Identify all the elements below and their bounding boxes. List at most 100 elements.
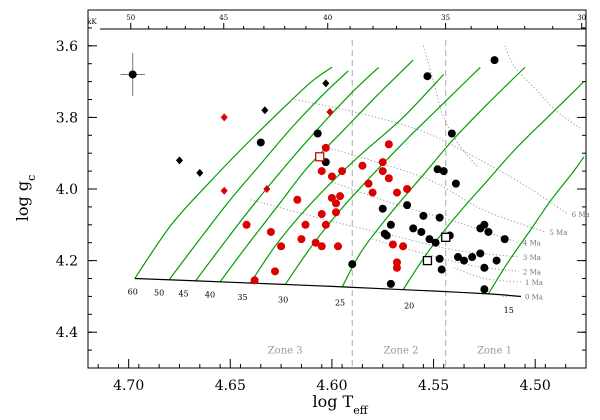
top-axis-unit: kK bbox=[87, 18, 97, 26]
data-points bbox=[120, 52, 509, 294]
point-black-circles bbox=[437, 265, 446, 274]
point-black-circles bbox=[476, 224, 485, 233]
point-red-circles bbox=[271, 267, 280, 276]
track-mass-label: 50 bbox=[154, 288, 164, 297]
point-red-circles bbox=[368, 188, 377, 197]
point-black-circles bbox=[490, 56, 499, 65]
track-line bbox=[195, 66, 380, 281]
point-red-circles bbox=[338, 167, 347, 176]
x-axis-title: log Teff bbox=[312, 392, 368, 417]
y-tick-label: 4.4 bbox=[56, 325, 78, 341]
point-red-circles bbox=[399, 242, 408, 251]
x-tick-label: 4.65 bbox=[215, 378, 246, 394]
point-black-diamonds bbox=[261, 106, 269, 115]
track-mass-label: 60 bbox=[128, 287, 138, 296]
point-red-circles bbox=[250, 276, 259, 285]
point-black-circles bbox=[423, 72, 432, 81]
point-red-circles bbox=[403, 185, 412, 193]
track-line bbox=[219, 59, 414, 283]
top-tick-label: 45 bbox=[219, 14, 228, 22]
point-black-circles bbox=[419, 211, 428, 220]
point-red-diamonds bbox=[326, 108, 334, 117]
point-black-circles bbox=[128, 70, 137, 79]
track-mass-label: 40 bbox=[205, 290, 215, 299]
point-black-circles bbox=[480, 263, 489, 272]
x-axis-title-sub: eff bbox=[353, 404, 369, 417]
point-red-circles bbox=[297, 235, 306, 244]
point-red-circles bbox=[331, 208, 340, 217]
point-black-circles bbox=[382, 231, 391, 240]
point-black-circles bbox=[378, 204, 387, 213]
point-red-circles bbox=[358, 161, 367, 170]
point-black-circles bbox=[431, 238, 440, 247]
point-red-circles bbox=[327, 172, 336, 181]
y-tick-label: 4.0 bbox=[56, 182, 78, 198]
point-red-circles bbox=[392, 188, 401, 197]
point-red-circles bbox=[242, 220, 251, 229]
track-line bbox=[341, 66, 526, 288]
point-open-squares bbox=[422, 255, 433, 266]
zams-line bbox=[134, 277, 522, 297]
isochrone-line bbox=[422, 45, 479, 168]
x-tick-label: 4.70 bbox=[113, 378, 144, 394]
point-red-diamonds bbox=[263, 185, 271, 193]
isochrone-line bbox=[295, 99, 568, 215]
top-tick-label: 30 bbox=[577, 14, 586, 22]
top-tick-label: 50 bbox=[126, 14, 135, 22]
evolution-tracks bbox=[134, 59, 585, 295]
y-axis-title-sub: c bbox=[25, 175, 38, 181]
point-black-circles bbox=[451, 179, 460, 188]
point-black-circles bbox=[386, 220, 395, 229]
point-black-circles bbox=[484, 227, 493, 236]
track-line bbox=[134, 66, 333, 279]
x-tick-label: 4.60 bbox=[316, 378, 347, 394]
point-red-circles bbox=[311, 238, 320, 247]
y-axis-title: log gc bbox=[13, 175, 38, 222]
point-red-circles bbox=[384, 174, 393, 183]
point-red-circles bbox=[364, 179, 373, 188]
isochrone-label: 2 Ma bbox=[523, 268, 541, 276]
isochrone-label: 1 Ma bbox=[525, 279, 543, 287]
point-red-circles bbox=[388, 240, 397, 249]
track-line bbox=[284, 66, 481, 285]
point-red-diamonds bbox=[220, 113, 228, 122]
point-red-circles bbox=[321, 143, 330, 152]
isochrone-label: 3 Ma bbox=[523, 254, 541, 262]
point-red-circles bbox=[317, 167, 326, 176]
point-black-circles bbox=[313, 129, 322, 138]
point-red-circles bbox=[378, 158, 387, 167]
point-black-diamonds bbox=[322, 79, 330, 88]
point-black-circles bbox=[460, 256, 469, 265]
point-red-circles bbox=[301, 220, 310, 229]
point-black-circles bbox=[386, 279, 395, 288]
point-red-circles bbox=[336, 192, 345, 201]
track-mass-label: 25 bbox=[335, 298, 345, 307]
ticks-layer: 4.70 4.65 4.60 4.55 4.50 3.6 3.8 4.0 4.2 4.4 bbox=[56, 9, 587, 394]
point-black-circles bbox=[435, 213, 444, 222]
x-tick-label: 4.50 bbox=[520, 378, 551, 394]
zone-label: Zone 1 bbox=[477, 346, 512, 357]
point-black-circles bbox=[409, 224, 418, 233]
point-black-circles bbox=[476, 249, 485, 258]
isochrone-line bbox=[321, 145, 546, 233]
point-black-circles bbox=[447, 129, 456, 138]
top-tick-label: 40 bbox=[323, 14, 332, 22]
point-red-circles bbox=[334, 242, 343, 251]
zams-line bbox=[134, 277, 522, 297]
point-black-circles bbox=[348, 260, 357, 269]
point-black-circles bbox=[403, 201, 412, 210]
point-black-circles bbox=[468, 253, 477, 262]
point-red-circles bbox=[317, 210, 326, 219]
point-black-circles bbox=[453, 253, 462, 262]
isochrone-line bbox=[250, 199, 519, 258]
point-red-circles bbox=[378, 167, 387, 176]
isochrone-label: 0 Ma bbox=[525, 293, 543, 301]
top-axis: kK 50 45 40 35 30 bbox=[87, 14, 586, 30]
point-black-circles bbox=[433, 165, 442, 174]
isochrone-label: 4 Ma bbox=[523, 240, 541, 248]
point-black-circles bbox=[417, 227, 426, 236]
x-tick-label: 4.55 bbox=[418, 378, 449, 394]
track-mass-label: 30 bbox=[278, 295, 288, 304]
point-black-circles bbox=[439, 167, 448, 176]
